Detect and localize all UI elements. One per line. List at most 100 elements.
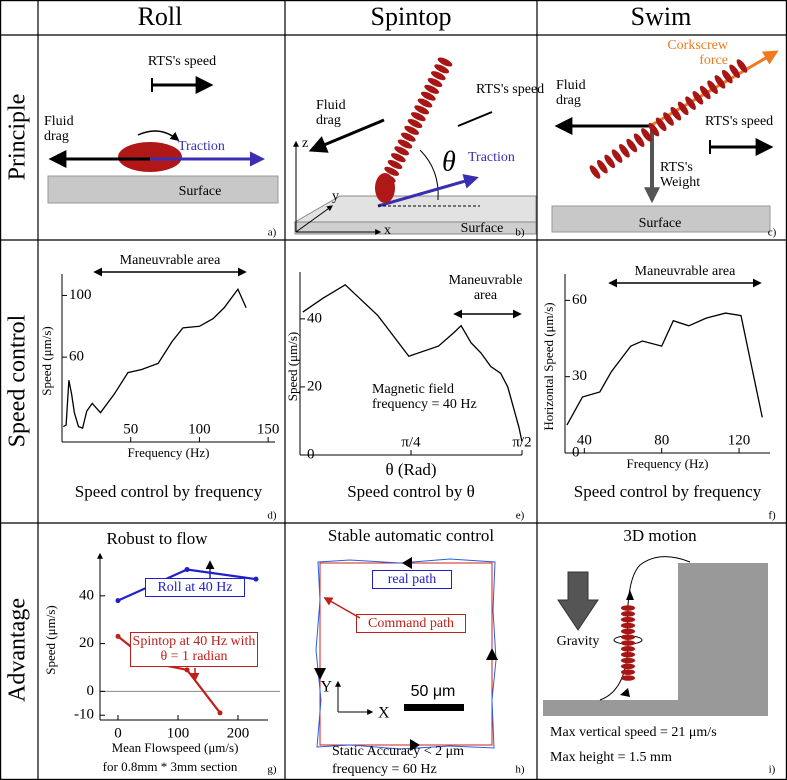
y-tick-label: 0 bbox=[572, 444, 580, 460]
robot bbox=[621, 669, 635, 675]
data-point bbox=[217, 710, 223, 716]
robot bbox=[417, 98, 433, 108]
chart-title: Robust to flow bbox=[106, 529, 208, 548]
y-tick-label: 20 bbox=[307, 378, 322, 394]
robot bbox=[633, 133, 645, 147]
robot bbox=[699, 85, 711, 100]
label: Max height = 1.5 mm bbox=[550, 750, 672, 765]
label: Surface bbox=[639, 216, 682, 231]
foreignobject: RTS's Weight bbox=[660, 160, 700, 190]
label: Corkscrew force bbox=[667, 38, 728, 69]
label: Gravity bbox=[557, 634, 600, 649]
scale-bar bbox=[404, 704, 464, 711]
foreignobject: Fluid drag bbox=[316, 98, 346, 128]
column-header: Roll bbox=[138, 2, 183, 31]
robot bbox=[621, 646, 635, 652]
y-tick-label: 100 bbox=[69, 287, 92, 303]
robot bbox=[621, 628, 635, 635]
data-line bbox=[302, 283, 523, 442]
legend-box: real path bbox=[372, 570, 452, 590]
panel-a: RTS's speed Surface Fluid drag Traction … bbox=[44, 54, 279, 239]
foreignobject: Corkscrew force bbox=[667, 38, 728, 69]
robot bbox=[736, 59, 748, 73]
panel-letter: f) bbox=[768, 510, 776, 522]
label: θ bbox=[442, 146, 456, 177]
foreignobject: real path bbox=[372, 570, 452, 590]
panel-letter: i) bbox=[769, 764, 776, 776]
robot bbox=[604, 154, 616, 169]
data-point bbox=[115, 598, 121, 604]
robot bbox=[721, 69, 733, 84]
label: y bbox=[332, 189, 339, 204]
robot bbox=[641, 128, 652, 142]
panel-letter: g) bbox=[267, 764, 277, 776]
label: Y bbox=[320, 679, 332, 696]
x-axis-label: Frequency (Hz) bbox=[627, 456, 709, 471]
angle-arc bbox=[419, 149, 439, 201]
legend-entry: Roll at 40 Hz bbox=[145, 578, 245, 598]
y-tick-label: 30 bbox=[572, 368, 587, 384]
y-tick-label: 0 bbox=[87, 683, 95, 699]
gravity-arrow bbox=[557, 571, 599, 631]
robot bbox=[714, 75, 726, 89]
robot bbox=[621, 622, 635, 629]
x-axis-label: for 0.8mm * 3mm section bbox=[103, 759, 238, 774]
text-box: Roll at 40 Hz bbox=[145, 578, 245, 598]
label: Traction bbox=[468, 150, 515, 165]
y-axis-label: Speed (μm/s) bbox=[285, 332, 300, 401]
robot bbox=[589, 165, 601, 179]
robot bbox=[619, 144, 630, 158]
trajectory bbox=[599, 556, 691, 701]
legend-entry: Spintop at 40 Hz with θ = 1 radian bbox=[130, 632, 258, 667]
robot bbox=[427, 77, 443, 88]
row-header: Advantage bbox=[5, 598, 31, 702]
robot bbox=[424, 84, 439, 94]
caption: Speed control by frequency bbox=[75, 482, 263, 501]
robot bbox=[596, 159, 608, 174]
caption: Speed control by θ bbox=[347, 482, 475, 501]
text-box: Spintop at 40 Hz with θ = 1 radian bbox=[130, 632, 258, 667]
column-header: Spintop bbox=[371, 2, 452, 31]
data-line bbox=[63, 287, 247, 429]
x-tick-label: 0 bbox=[114, 725, 122, 741]
robot bbox=[621, 657, 635, 664]
y-tick-label: 20 bbox=[79, 635, 94, 651]
panel-letter: h) bbox=[515, 764, 525, 776]
data-line bbox=[566, 312, 763, 426]
robot bbox=[431, 71, 446, 81]
robot bbox=[692, 91, 704, 105]
row-header: Speed control bbox=[5, 314, 31, 447]
panel-letter: a) bbox=[268, 227, 277, 239]
label: Traction bbox=[178, 139, 225, 154]
arrow bbox=[308, 118, 385, 153]
robot bbox=[394, 146, 409, 156]
terrain bbox=[543, 563, 768, 716]
robot bbox=[421, 91, 436, 101]
label: Magnetic field frequency = 40 Hz bbox=[372, 382, 477, 413]
robot bbox=[621, 663, 635, 670]
robot bbox=[621, 640, 635, 646]
axis bbox=[295, 205, 333, 233]
label: Surface bbox=[179, 184, 222, 199]
label: x bbox=[384, 223, 391, 238]
row-header: Principle bbox=[5, 94, 31, 181]
robot bbox=[118, 142, 182, 172]
y-axis-label: Speed (μm/s) bbox=[39, 326, 54, 395]
label: RTS's speed bbox=[148, 54, 216, 69]
label: Max vertical speed = 21 μm/s bbox=[550, 725, 717, 740]
x-tick-label: 50 bbox=[123, 421, 138, 437]
arrow bbox=[457, 111, 493, 127]
panel-i: 3D motion Gravity Max vertical speed = 2… bbox=[543, 526, 776, 776]
arrow bbox=[323, 597, 361, 619]
foreignobject: Fluid drag bbox=[556, 78, 586, 108]
robot bbox=[621, 605, 635, 611]
panel-b: z y x Fluid drag RTS's speed θ Traction … bbox=[293, 82, 544, 239]
robot bbox=[397, 139, 413, 149]
caption: Speed control by frequency bbox=[574, 482, 762, 501]
robot bbox=[729, 64, 741, 79]
robot bbox=[648, 122, 660, 137]
robot bbox=[434, 64, 449, 74]
robot bbox=[404, 125, 419, 135]
